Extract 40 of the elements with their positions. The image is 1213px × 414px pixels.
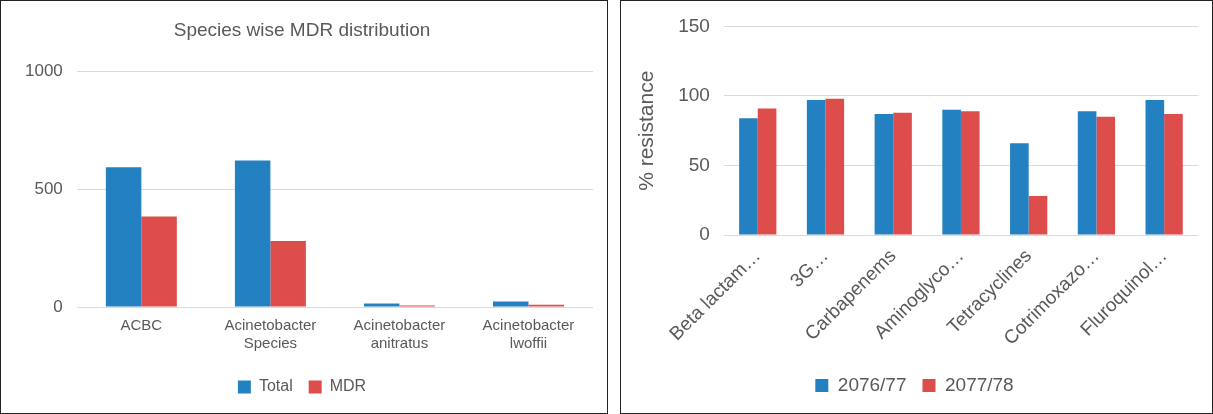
bar <box>739 118 758 235</box>
category-label: lwoffii <box>509 334 548 352</box>
y-tick-label: 150 <box>678 14 710 36</box>
y-tick-label: 1000 <box>24 61 63 81</box>
category-label: Species <box>243 334 298 352</box>
category-label: Acinetobacter <box>482 316 575 334</box>
category-label: ACBC <box>120 316 163 334</box>
bar <box>1077 111 1097 235</box>
y-tick-label: 100 <box>678 84 710 106</box>
y-tick-label: 50 <box>688 153 710 175</box>
bar <box>960 111 980 235</box>
bar <box>757 108 777 235</box>
chart-title: Species wise MDR distribution <box>173 18 431 40</box>
bar <box>270 240 306 307</box>
bar <box>893 112 912 235</box>
bar <box>874 114 894 235</box>
bar <box>363 303 400 307</box>
bar <box>1096 116 1116 235</box>
bar <box>1028 196 1048 235</box>
bar <box>942 109 961 235</box>
bar <box>234 160 271 307</box>
bar <box>1145 100 1165 235</box>
bar <box>1010 143 1029 235</box>
y-tick-label: 0 <box>53 296 63 316</box>
legend-label: MDR <box>329 377 367 395</box>
category-label: Acinetobacter <box>224 316 317 334</box>
bar <box>141 216 177 307</box>
bar <box>825 98 845 235</box>
y-axis-title: % resistance <box>634 70 658 191</box>
bar <box>806 100 826 235</box>
bar <box>492 301 529 307</box>
bar <box>1164 114 1183 235</box>
bar <box>105 167 142 307</box>
legend-label: 2076/77 <box>837 373 907 395</box>
y-tick-label: 500 <box>34 179 63 199</box>
legend-label: Total <box>258 377 293 395</box>
category-label: Acinetobacter <box>353 316 446 334</box>
y-tick-label: 0 <box>699 223 710 245</box>
category-label: anitratus <box>370 334 429 352</box>
legend-label: 2077/78 <box>945 373 1014 395</box>
